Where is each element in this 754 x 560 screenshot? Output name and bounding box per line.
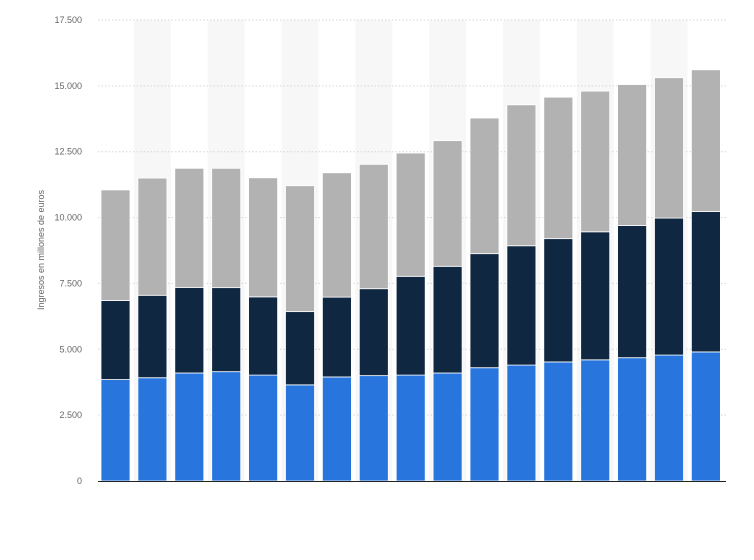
bar-segment-series-3 — [432, 140, 463, 267]
bar-segment-series-1 — [691, 351, 721, 482]
bar-segment-series-1 — [137, 377, 168, 482]
bar-segment-series-3 — [395, 152, 426, 277]
bar-segment-series-1 — [432, 372, 463, 482]
bar-segment-series-2 — [137, 294, 168, 379]
bar-segment-series-3 — [248, 177, 279, 298]
bar-segment-series-2 — [506, 245, 537, 366]
bar-segment-series-1 — [617, 357, 647, 482]
bar-segment-series-2 — [432, 265, 463, 374]
bar-segment-series-3 — [137, 177, 168, 296]
bar-segment-series-2 — [174, 286, 205, 374]
bar-segment-series-2 — [100, 300, 131, 380]
bar-segment-series-3 — [321, 172, 352, 298]
bar-segment-series-1 — [321, 376, 352, 482]
bar-segment-series-2 — [580, 231, 611, 361]
bar-segment-series-3 — [506, 104, 537, 247]
bar-segment-series-3 — [469, 117, 500, 255]
bar-segment-series-1 — [248, 374, 279, 482]
y-tick-label: 12.500 — [54, 147, 82, 157]
bar-segment-series-2 — [543, 238, 574, 363]
bar-segment-series-1 — [211, 371, 242, 482]
bar-segment-series-3 — [211, 167, 242, 289]
bar-stacks — [100, 69, 721, 482]
y-tick-label: 2.500 — [59, 410, 82, 420]
bar-segment-series-1 — [395, 374, 426, 482]
bar-segment-series-3 — [580, 90, 611, 233]
y-tick-label: 0 — [77, 476, 82, 486]
bar-segment-series-2 — [321, 296, 352, 378]
bar-segment-series-1 — [506, 364, 537, 482]
bar-segment-series-3 — [174, 167, 205, 288]
bar-segment-series-3 — [617, 84, 647, 226]
y-tick-labels: 0 2.500 5.000 7.500 10.000 12.500 15.000 17.500 — [54, 15, 82, 486]
bar-segment-series-2 — [691, 211, 721, 353]
bar-segment-series-3 — [691, 69, 721, 212]
y-tick-label: 5.000 — [59, 344, 82, 354]
bar-segment-series-1 — [174, 372, 205, 482]
bar-segment-series-3 — [100, 189, 131, 301]
bar-segment-series-3 — [358, 163, 389, 290]
y-tick-label: 15.000 — [54, 81, 82, 91]
bar-segment-series-1 — [654, 354, 684, 482]
bar-segment-series-2 — [248, 296, 279, 376]
bar-segment-series-2 — [654, 217, 684, 356]
y-tick-label: 17.500 — [54, 15, 82, 25]
bar-segment-series-2 — [285, 311, 315, 386]
bar-segment-series-1 — [543, 361, 574, 482]
bar-segment-series-1 — [100, 379, 131, 482]
y-tick-label: 7.500 — [59, 278, 82, 288]
bar-segment-series-1 — [285, 384, 315, 482]
y-tick-label: 10.000 — [54, 213, 82, 223]
bar-segment-series-2 — [211, 287, 242, 373]
bar-segment-series-2 — [617, 225, 647, 359]
bar-segment-series-2 — [469, 253, 500, 369]
bar-segment-series-3 — [543, 96, 574, 240]
bar-segment-series-1 — [358, 375, 389, 482]
y-axis-title: Ingresos en millones de euros — [36, 189, 46, 310]
bar-segment-series-2 — [395, 275, 426, 376]
bar-segment-series-1 — [469, 367, 500, 482]
bar-segment-series-1 — [580, 359, 611, 482]
bar-segment-series-3 — [285, 185, 315, 313]
bar-segment-series-3 — [654, 77, 684, 219]
bar-segment-series-2 — [358, 288, 389, 377]
